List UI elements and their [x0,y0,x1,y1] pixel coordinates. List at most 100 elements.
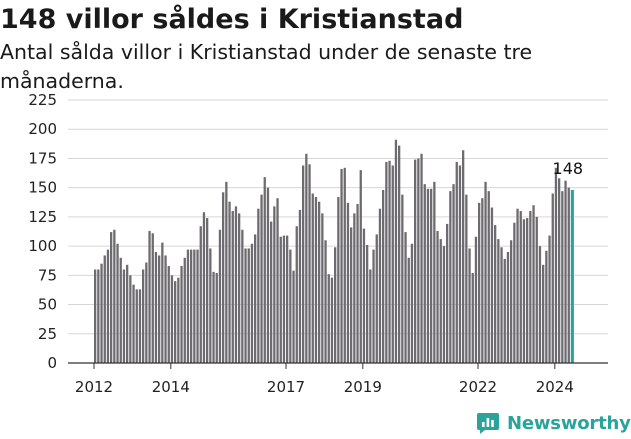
bar [106,249,110,363]
bar [222,192,225,363]
bar [148,230,151,363]
y-tick-label: 225 [28,91,57,109]
bar [564,180,567,363]
bar [378,208,382,363]
bar [330,277,334,363]
bar [558,178,561,363]
bar [158,255,161,363]
bar [497,239,500,363]
bar [196,249,199,363]
bar [215,273,218,363]
bar [318,201,321,363]
bar [359,170,362,363]
bar [542,264,545,363]
bar [340,168,343,363]
bar [113,229,116,363]
bar [471,273,474,363]
bar [241,229,244,363]
y-axis-ticks: 0 25 50 75 100 125 150 175 200 225 [28,91,57,372]
chart-title: 148 villor såldes i Kristianstad [0,4,464,35]
chart-subtitle: Antal sålda villor i Kristianstad under … [0,40,533,93]
bar [538,246,542,363]
bar [327,274,330,363]
bar [375,234,378,363]
bar [132,284,135,363]
bar [122,269,126,363]
bar [209,248,212,363]
bar [465,194,468,363]
bar [116,243,119,363]
bar [545,250,548,363]
bar [526,218,529,363]
bar [500,247,503,363]
bar [382,190,385,363]
bar [350,227,353,363]
bar [254,234,257,363]
latest-value-label: 148 [553,159,584,178]
bar [202,212,206,363]
bar [398,145,401,363]
x-tick-label: 2017 [267,378,305,396]
bar [369,269,372,363]
bar [174,281,177,363]
bar [260,194,263,363]
bar [257,208,260,363]
bar [263,177,266,363]
bar [356,204,359,363]
bar [414,159,417,363]
y-tick-label: 50 [38,296,57,314]
bar [212,271,215,363]
bar [193,249,196,363]
bar [423,184,426,363]
bar [468,248,471,363]
bar [516,208,519,363]
bar [308,164,311,363]
bar [126,264,129,363]
bar [446,223,449,363]
bar [135,289,138,363]
bar [353,213,356,363]
bar [420,153,423,363]
bar [110,232,113,363]
bar [324,240,327,363]
bar [554,167,558,363]
y-tick-label: 0 [47,354,57,372]
x-tick-label: 2024 [536,378,574,396]
bar [433,181,436,363]
bar [551,193,554,363]
y-tick-label: 150 [28,179,57,197]
bar [455,161,458,363]
bar [506,251,510,363]
bar [286,235,289,363]
bar [295,226,298,363]
bar [238,213,241,363]
bar [270,221,273,363]
bar [164,255,167,363]
bar [273,206,276,363]
bar [314,197,318,363]
y-tick-label: 100 [28,237,57,255]
bar [452,184,455,363]
brand-logo: Newsworthy [476,408,631,438]
bar [302,165,305,363]
bar [206,218,209,363]
x-tick-label: 2012 [75,378,113,396]
bar [298,209,302,363]
bar [183,257,186,363]
bar [170,275,174,363]
bar [292,270,295,363]
bar [388,160,391,363]
bar [234,206,238,363]
y-tick-label: 175 [28,149,57,167]
data-labels: 148 [553,159,584,178]
bar [311,193,314,363]
bar [167,265,170,363]
bar-latest [570,190,574,363]
bar [343,167,346,363]
bar [186,249,190,363]
y-tick-label: 200 [28,120,57,138]
bar [430,188,433,363]
bar [522,219,526,363]
x-axis-ticks: 2012 2014 2017 2019 2022 2024 [75,363,574,396]
bar [151,233,154,363]
